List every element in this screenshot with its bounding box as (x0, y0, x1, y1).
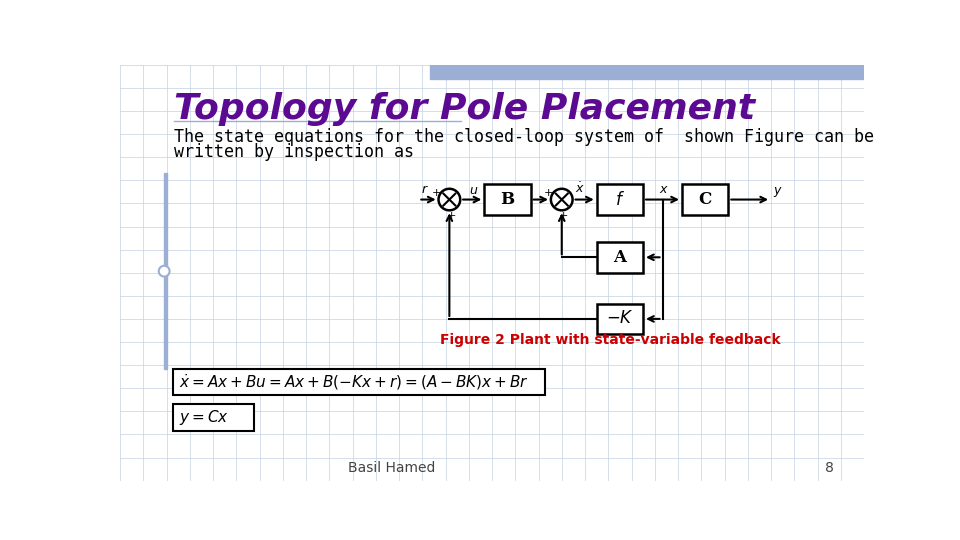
Text: $f$: $f$ (615, 191, 625, 208)
Text: written by inspection as: written by inspection as (175, 143, 415, 161)
Text: A: A (613, 249, 626, 266)
Text: Figure 2 Plant with state-variable feedback: Figure 2 Plant with state-variable feedb… (440, 334, 780, 347)
Text: $y$: $y$ (774, 185, 783, 199)
Text: $-K$: $-K$ (606, 310, 634, 327)
Circle shape (439, 189, 460, 211)
Text: $y = Cx$: $y = Cx$ (179, 408, 228, 427)
Text: $\dot{x}$: $\dot{x}$ (575, 182, 585, 197)
Text: $u$: $u$ (469, 184, 478, 197)
Text: $r$: $r$ (421, 184, 429, 197)
Bar (173, 404, 254, 430)
Bar (596, 184, 643, 215)
Bar (484, 184, 531, 215)
Bar (430, 65, 864, 79)
Circle shape (158, 266, 170, 276)
Text: Basil Hamed: Basil Hamed (348, 461, 435, 475)
Text: Topology for Pole Placement: Topology for Pole Placement (175, 92, 756, 126)
Text: $+$: $+$ (445, 210, 456, 221)
Text: $+$: $+$ (543, 187, 553, 198)
Text: $+$: $+$ (558, 210, 568, 221)
Text: $x$: $x$ (660, 184, 669, 197)
Text: 8: 8 (825, 461, 833, 475)
Bar (596, 242, 643, 273)
Bar (682, 184, 729, 215)
Text: The state equations for the closed-loop system of  shown Figure can be: The state equations for the closed-loop … (175, 128, 875, 146)
Circle shape (551, 189, 572, 211)
Text: $+$: $+$ (431, 187, 441, 198)
Bar (173, 369, 544, 395)
Bar (164, 173, 167, 369)
Text: C: C (699, 191, 711, 208)
Text: $\dot{x} = Ax + Bu = Ax + B(-Kx + r) = (A - BK)x + Br$: $\dot{x} = Ax + Bu = Ax + B(-Kx + r) = (… (179, 372, 529, 392)
Bar (596, 303, 643, 334)
Text: B: B (500, 191, 515, 208)
